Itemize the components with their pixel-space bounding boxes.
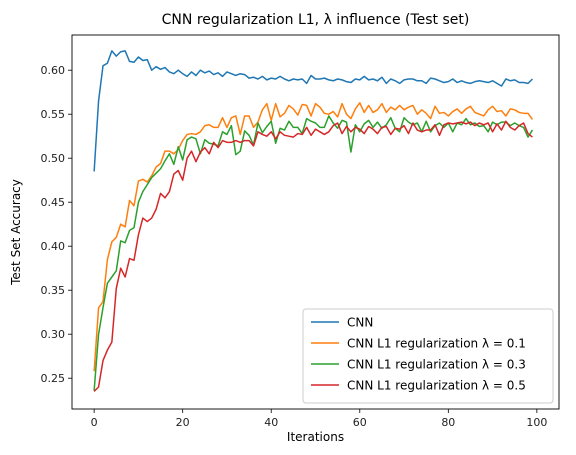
series-line-4 xyxy=(93,120,533,392)
chart-title: CNN regularization L1, λ influence (Test… xyxy=(162,12,470,28)
x-axis: 0 20 40 60 80 100 xyxy=(91,409,547,429)
series-lines xyxy=(93,50,534,392)
series-line-2 xyxy=(93,102,534,372)
legend-entry-label: CNN xyxy=(347,316,373,330)
y-tick-label: 0.35 xyxy=(41,284,66,297)
series-line-3 xyxy=(93,115,534,391)
y-tick-label: 0.30 xyxy=(41,328,66,341)
series-line-1 xyxy=(93,50,533,172)
y-axis: 0.25 0.30 0.35 0.40 0.45 0.50 0.55 0.60 xyxy=(41,64,72,385)
legend-entry-label: CNN L1 regularization λ = 0.5 xyxy=(347,379,526,393)
y-tick-label: 0.25 xyxy=(41,372,66,385)
x-tick-label: 60 xyxy=(353,416,367,429)
x-tick-label: 0 xyxy=(91,416,98,429)
legend-box xyxy=(302,308,554,404)
plot-area xyxy=(93,50,534,392)
legend-entry-label: CNN L1 regularization λ = 0.1 xyxy=(347,337,526,351)
legend: CNN CNN L1 regularization λ = 0.1 CNN L1 r… xyxy=(302,308,554,404)
y-tick-label: 0.60 xyxy=(41,64,66,77)
y-tick-label: 0.40 xyxy=(41,240,66,253)
legend-entry-label: CNN L1 regularization λ = 0.3 xyxy=(347,358,526,372)
x-tick-label: 100 xyxy=(526,416,547,429)
x-tick-label: 20 xyxy=(176,416,190,429)
y-tick-label: 0.50 xyxy=(41,152,66,165)
y-tick-label: 0.55 xyxy=(41,108,66,121)
axes-frame xyxy=(71,34,560,410)
y-axis-label: Test Set Accuracy xyxy=(9,179,23,286)
x-tick-label: 40 xyxy=(264,416,278,429)
y-tick-label: 0.45 xyxy=(41,196,66,209)
x-axis-label: Iterations xyxy=(287,430,344,444)
x-tick-label: 80 xyxy=(441,416,455,429)
